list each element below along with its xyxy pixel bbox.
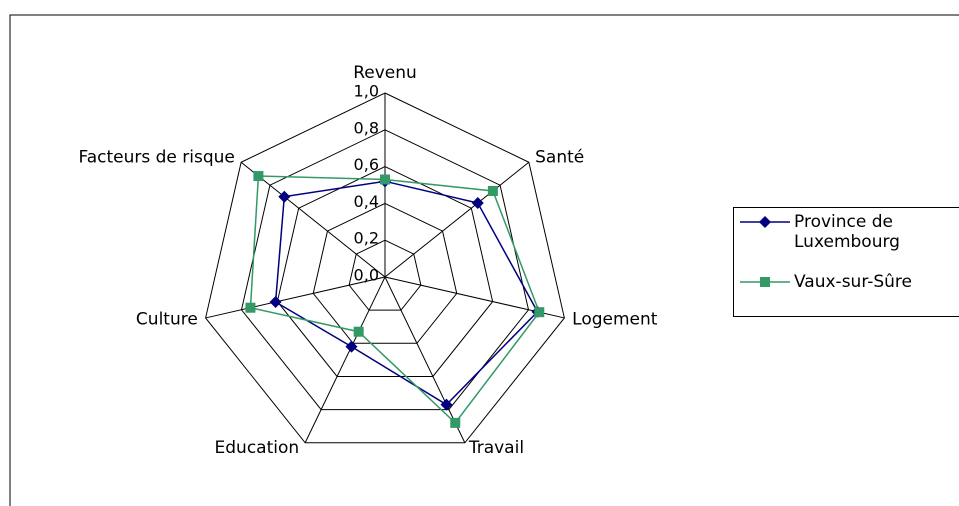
grid-ring — [205, 92, 565, 444]
marker — [253, 171, 264, 182]
category-label: Facteurs de risque — [78, 147, 234, 167]
series-line — [274, 180, 539, 406]
series-line — [249, 175, 541, 425]
legend-marker — [759, 216, 771, 228]
marker — [380, 174, 390, 185]
r-tick-label: 0,6 — [354, 155, 379, 174]
marker — [440, 398, 453, 411]
legend-item: Province de Luxembourg — [734, 212, 944, 252]
marker — [269, 295, 282, 308]
spoke — [205, 276, 386, 319]
marker — [345, 340, 358, 353]
r-tick-label: 0,4 — [354, 192, 379, 211]
category-label: Travail — [468, 438, 524, 458]
category-label: Logement — [572, 310, 658, 330]
r-tick-label: 0,8 — [354, 118, 379, 137]
legend-label: Province de Luxembourg — [794, 212, 900, 252]
legend-label: Vaux-sur-Sûre — [794, 272, 913, 292]
grid-ring — [348, 239, 422, 311]
legend: Province de Luxembourg Vaux-sur-Sûre — [733, 207, 959, 317]
r-tick-label: 0,2 — [354, 229, 379, 248]
frame — [9, 14, 959, 506]
category-label: Revenu — [353, 63, 417, 83]
marker — [245, 302, 256, 313]
marker — [450, 417, 461, 428]
legend-icon — [740, 216, 790, 228]
category-label: Education — [215, 438, 300, 458]
marker — [471, 197, 484, 210]
legend-icon — [740, 277, 790, 287]
marker — [487, 185, 498, 196]
grid-ring — [312, 202, 458, 344]
marker — [278, 190, 291, 203]
spoke — [384, 276, 466, 443]
grid-ring — [240, 129, 530, 411]
category-label: Santé — [535, 147, 584, 167]
spoke — [240, 161, 386, 278]
category-label: Culture — [136, 310, 198, 330]
grid-ring — [276, 166, 494, 377]
legend-marker — [760, 277, 770, 287]
marker — [353, 326, 364, 337]
legend-item: Vaux-sur-Sûre — [734, 272, 944, 292]
marker — [534, 307, 545, 318]
r-tick-label: 1,0 — [354, 82, 379, 101]
spoke — [304, 276, 386, 443]
spoke — [384, 161, 530, 278]
